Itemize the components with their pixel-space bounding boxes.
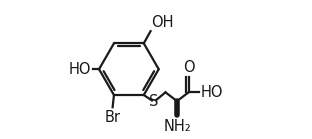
Text: Br: Br (105, 110, 121, 125)
Text: NH₂: NH₂ (163, 119, 191, 134)
Text: OH: OH (151, 15, 174, 30)
Text: HO: HO (201, 85, 223, 100)
Text: S: S (149, 94, 159, 109)
Text: O: O (183, 60, 194, 75)
Text: HO: HO (69, 62, 92, 77)
